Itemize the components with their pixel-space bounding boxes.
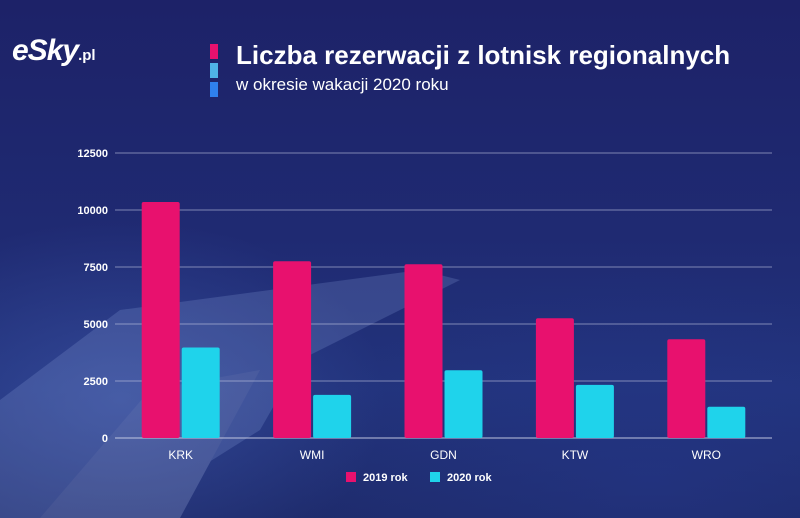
bar-gdn-2019	[404, 264, 443, 438]
y-tick-label: 5000	[84, 319, 108, 331]
x-tick-label: KTW	[562, 448, 589, 462]
x-tick-label: WMI	[300, 448, 325, 462]
y-tick-label: 7500	[84, 262, 108, 274]
bar-krk-2020	[181, 347, 220, 438]
bar-wmi-2020	[313, 394, 352, 438]
legend: 2019 rok 2020 rok	[346, 472, 493, 484]
bar-gdn-2020	[444, 370, 483, 438]
x-tick-label: KRK	[168, 448, 193, 462]
y-tick-label: 10000	[77, 205, 108, 217]
x-axis-ticks: KRK WMI GDN KTW WRO	[168, 448, 721, 462]
bar-ktw-2020	[575, 384, 614, 438]
title-accent-bars	[210, 44, 218, 101]
x-tick-label: GDN	[430, 448, 457, 462]
chart-subtitle: w okresie wakacji 2020 roku	[236, 75, 449, 94]
esky-logo: eSky .pl	[12, 34, 96, 68]
legend-label: 2020 rok	[447, 472, 493, 484]
grid-lines	[115, 152, 772, 439]
accent-bar-pink	[210, 44, 218, 59]
legend-swatch	[346, 472, 356, 482]
logo-wordmark: eSky	[12, 34, 79, 67]
bar-wmi-2019	[273, 261, 312, 438]
bars	[141, 202, 746, 438]
y-tick-label: 0	[102, 433, 108, 445]
accent-bar-blue	[210, 82, 218, 97]
y-tick-label: 2500	[84, 376, 108, 388]
legend-label: 2019 rok	[363, 472, 409, 484]
bar-ktw-2019	[535, 318, 574, 438]
y-tick-label: 12500	[77, 148, 108, 160]
chart-title: Liczba rezerwacji z lotnisk regionalnych	[236, 40, 731, 70]
y-axis-ticks: 0 2500 5000 7500 10000 12500	[77, 148, 108, 445]
accent-bar-lightblue	[210, 63, 218, 78]
legend-swatch	[430, 472, 440, 482]
x-tick-label: WRO	[692, 448, 721, 462]
bar-wro-2019	[667, 339, 706, 438]
logo-suffix: .pl	[78, 47, 96, 64]
bar-wro-2020	[707, 406, 746, 438]
bar-krk-2019	[141, 202, 180, 438]
